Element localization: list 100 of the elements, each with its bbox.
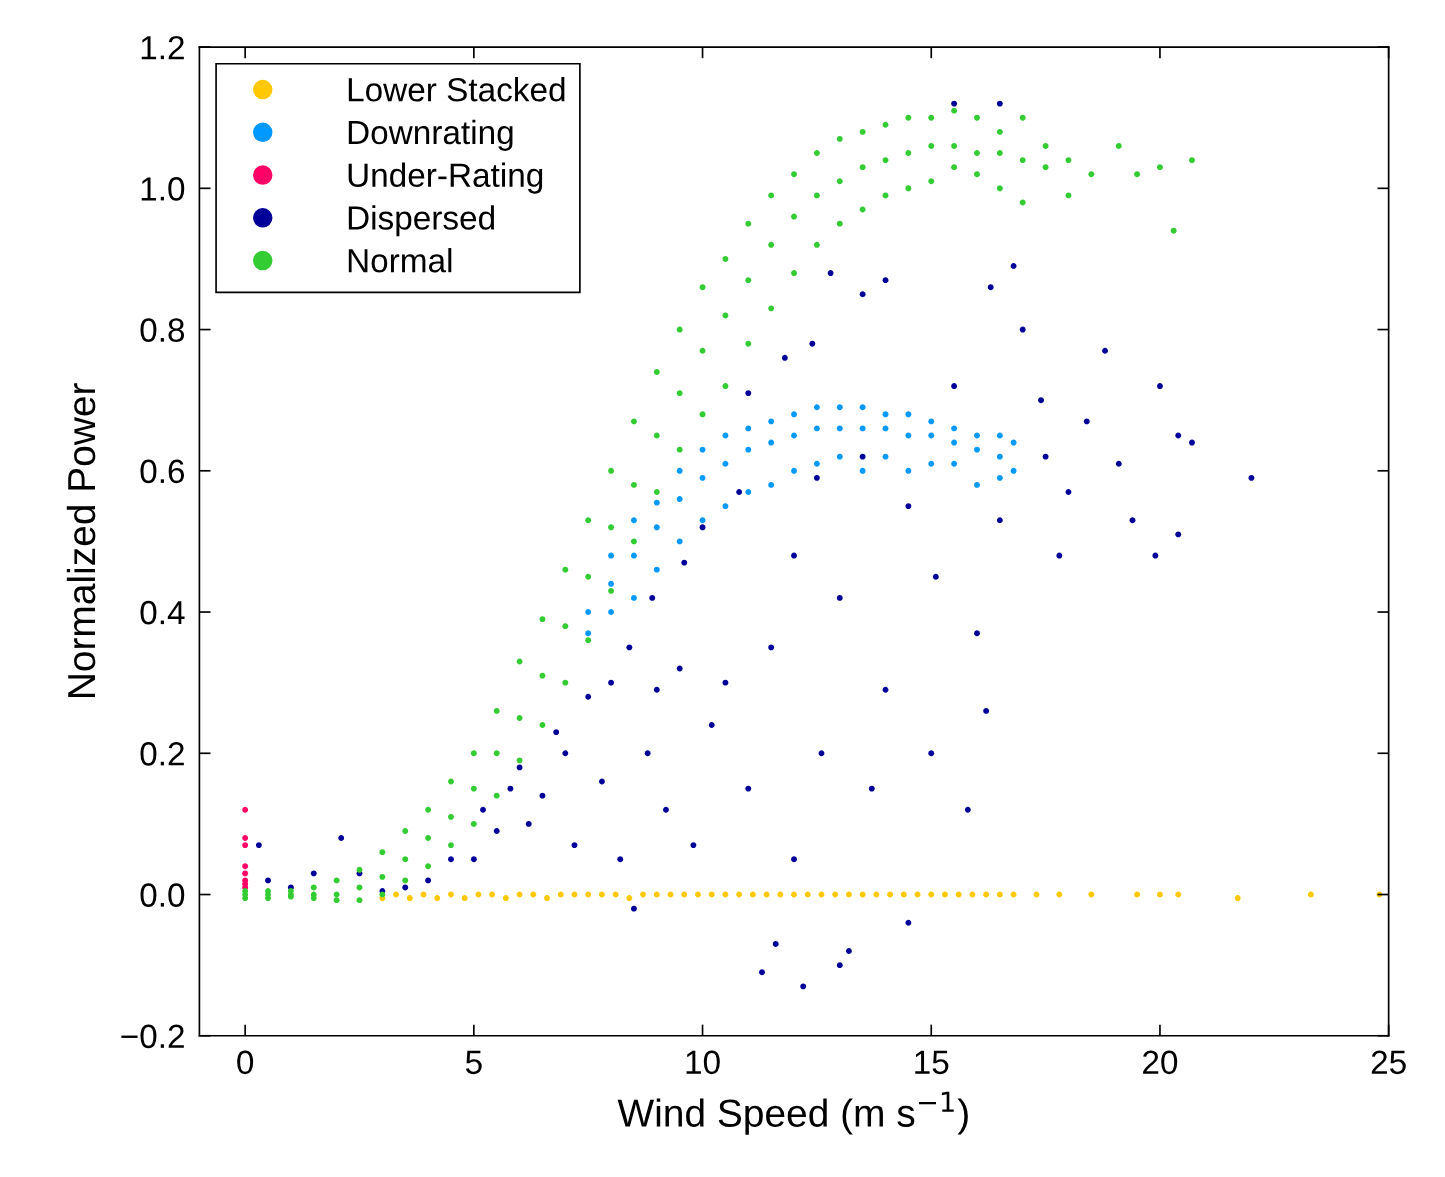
x-tick-label: 15 — [915, 1050, 949, 1075]
point — [951, 425, 958, 432]
point — [813, 460, 820, 467]
point — [905, 432, 912, 439]
point — [768, 418, 775, 425]
point — [653, 891, 660, 898]
point — [406, 895, 413, 901]
point — [489, 891, 496, 898]
point — [630, 594, 637, 601]
point — [859, 404, 866, 411]
point — [1033, 891, 1040, 898]
point — [475, 891, 482, 898]
point — [608, 609, 615, 615]
point — [630, 552, 637, 559]
y-tick-label: 0.0 — [140, 883, 185, 907]
y-tick-label: −0.2 — [121, 1024, 184, 1049]
point — [996, 891, 1003, 898]
point — [813, 425, 820, 432]
point — [242, 877, 249, 884]
point — [667, 891, 674, 898]
point — [681, 891, 688, 898]
point — [653, 499, 660, 506]
point — [695, 891, 701, 898]
point — [749, 891, 756, 898]
point — [951, 460, 958, 467]
x-tick-label: 25 — [1371, 1050, 1406, 1075]
point — [818, 891, 825, 898]
point — [887, 891, 894, 898]
point — [1234, 895, 1241, 901]
point — [914, 891, 921, 898]
point — [859, 467, 866, 474]
point — [882, 425, 889, 432]
point — [653, 566, 660, 573]
legend-label: Dispersed — [348, 205, 494, 237]
point — [502, 895, 509, 901]
point — [1010, 467, 1017, 474]
point — [699, 517, 706, 524]
point — [813, 404, 820, 411]
x-axis-title: Wind Speed (m s$^{−1}$) — [617, 1091, 968, 1135]
point — [768, 481, 775, 488]
point — [791, 411, 797, 418]
x-tick-label: 0 — [237, 1050, 254, 1075]
point — [791, 891, 797, 898]
point — [393, 891, 400, 898]
point — [630, 517, 637, 524]
point — [859, 891, 866, 898]
point — [942, 891, 948, 898]
point — [1010, 891, 1017, 898]
x-tick-label: 5 — [465, 1050, 482, 1075]
point — [676, 496, 683, 502]
y-tick-label: 0.2 — [140, 742, 184, 766]
point — [653, 524, 660, 531]
point — [699, 446, 706, 453]
point — [722, 891, 729, 898]
point — [242, 863, 249, 870]
point — [969, 891, 976, 898]
point — [626, 895, 633, 901]
point — [836, 453, 843, 460]
point — [900, 891, 907, 898]
point — [516, 891, 523, 898]
point — [996, 474, 1003, 481]
point — [612, 891, 619, 898]
point — [640, 891, 647, 898]
point — [996, 453, 1003, 460]
point — [836, 425, 843, 432]
point — [791, 467, 797, 474]
point — [242, 842, 249, 849]
point — [928, 891, 935, 898]
point — [928, 432, 935, 439]
point — [699, 474, 706, 481]
point — [420, 891, 427, 898]
point — [905, 467, 912, 474]
point — [768, 439, 775, 446]
x-tick-label: 10 — [686, 1050, 720, 1075]
x-tick-label: 20 — [1143, 1050, 1178, 1075]
y-tick-label: 0.8 — [140, 318, 185, 342]
point — [585, 609, 592, 615]
point — [928, 418, 935, 425]
point — [434, 895, 441, 901]
point — [722, 503, 729, 510]
point — [676, 538, 683, 545]
point — [836, 404, 843, 411]
point — [832, 891, 839, 898]
point — [905, 411, 912, 418]
point — [791, 432, 797, 439]
point — [571, 891, 578, 898]
point — [974, 481, 980, 488]
point — [845, 891, 852, 898]
y-tick-label: 1.2 — [141, 35, 184, 60]
point — [448, 891, 454, 898]
point — [996, 432, 1003, 439]
point — [736, 891, 743, 898]
y-tick-label: 0.4 — [140, 600, 185, 625]
point — [974, 432, 980, 439]
point — [928, 460, 935, 467]
y-tick-label: 0.6 — [140, 459, 185, 484]
point — [1010, 439, 1017, 446]
y-tick-label: 1.0 — [141, 177, 185, 201]
point — [608, 580, 615, 587]
point — [1134, 891, 1141, 898]
